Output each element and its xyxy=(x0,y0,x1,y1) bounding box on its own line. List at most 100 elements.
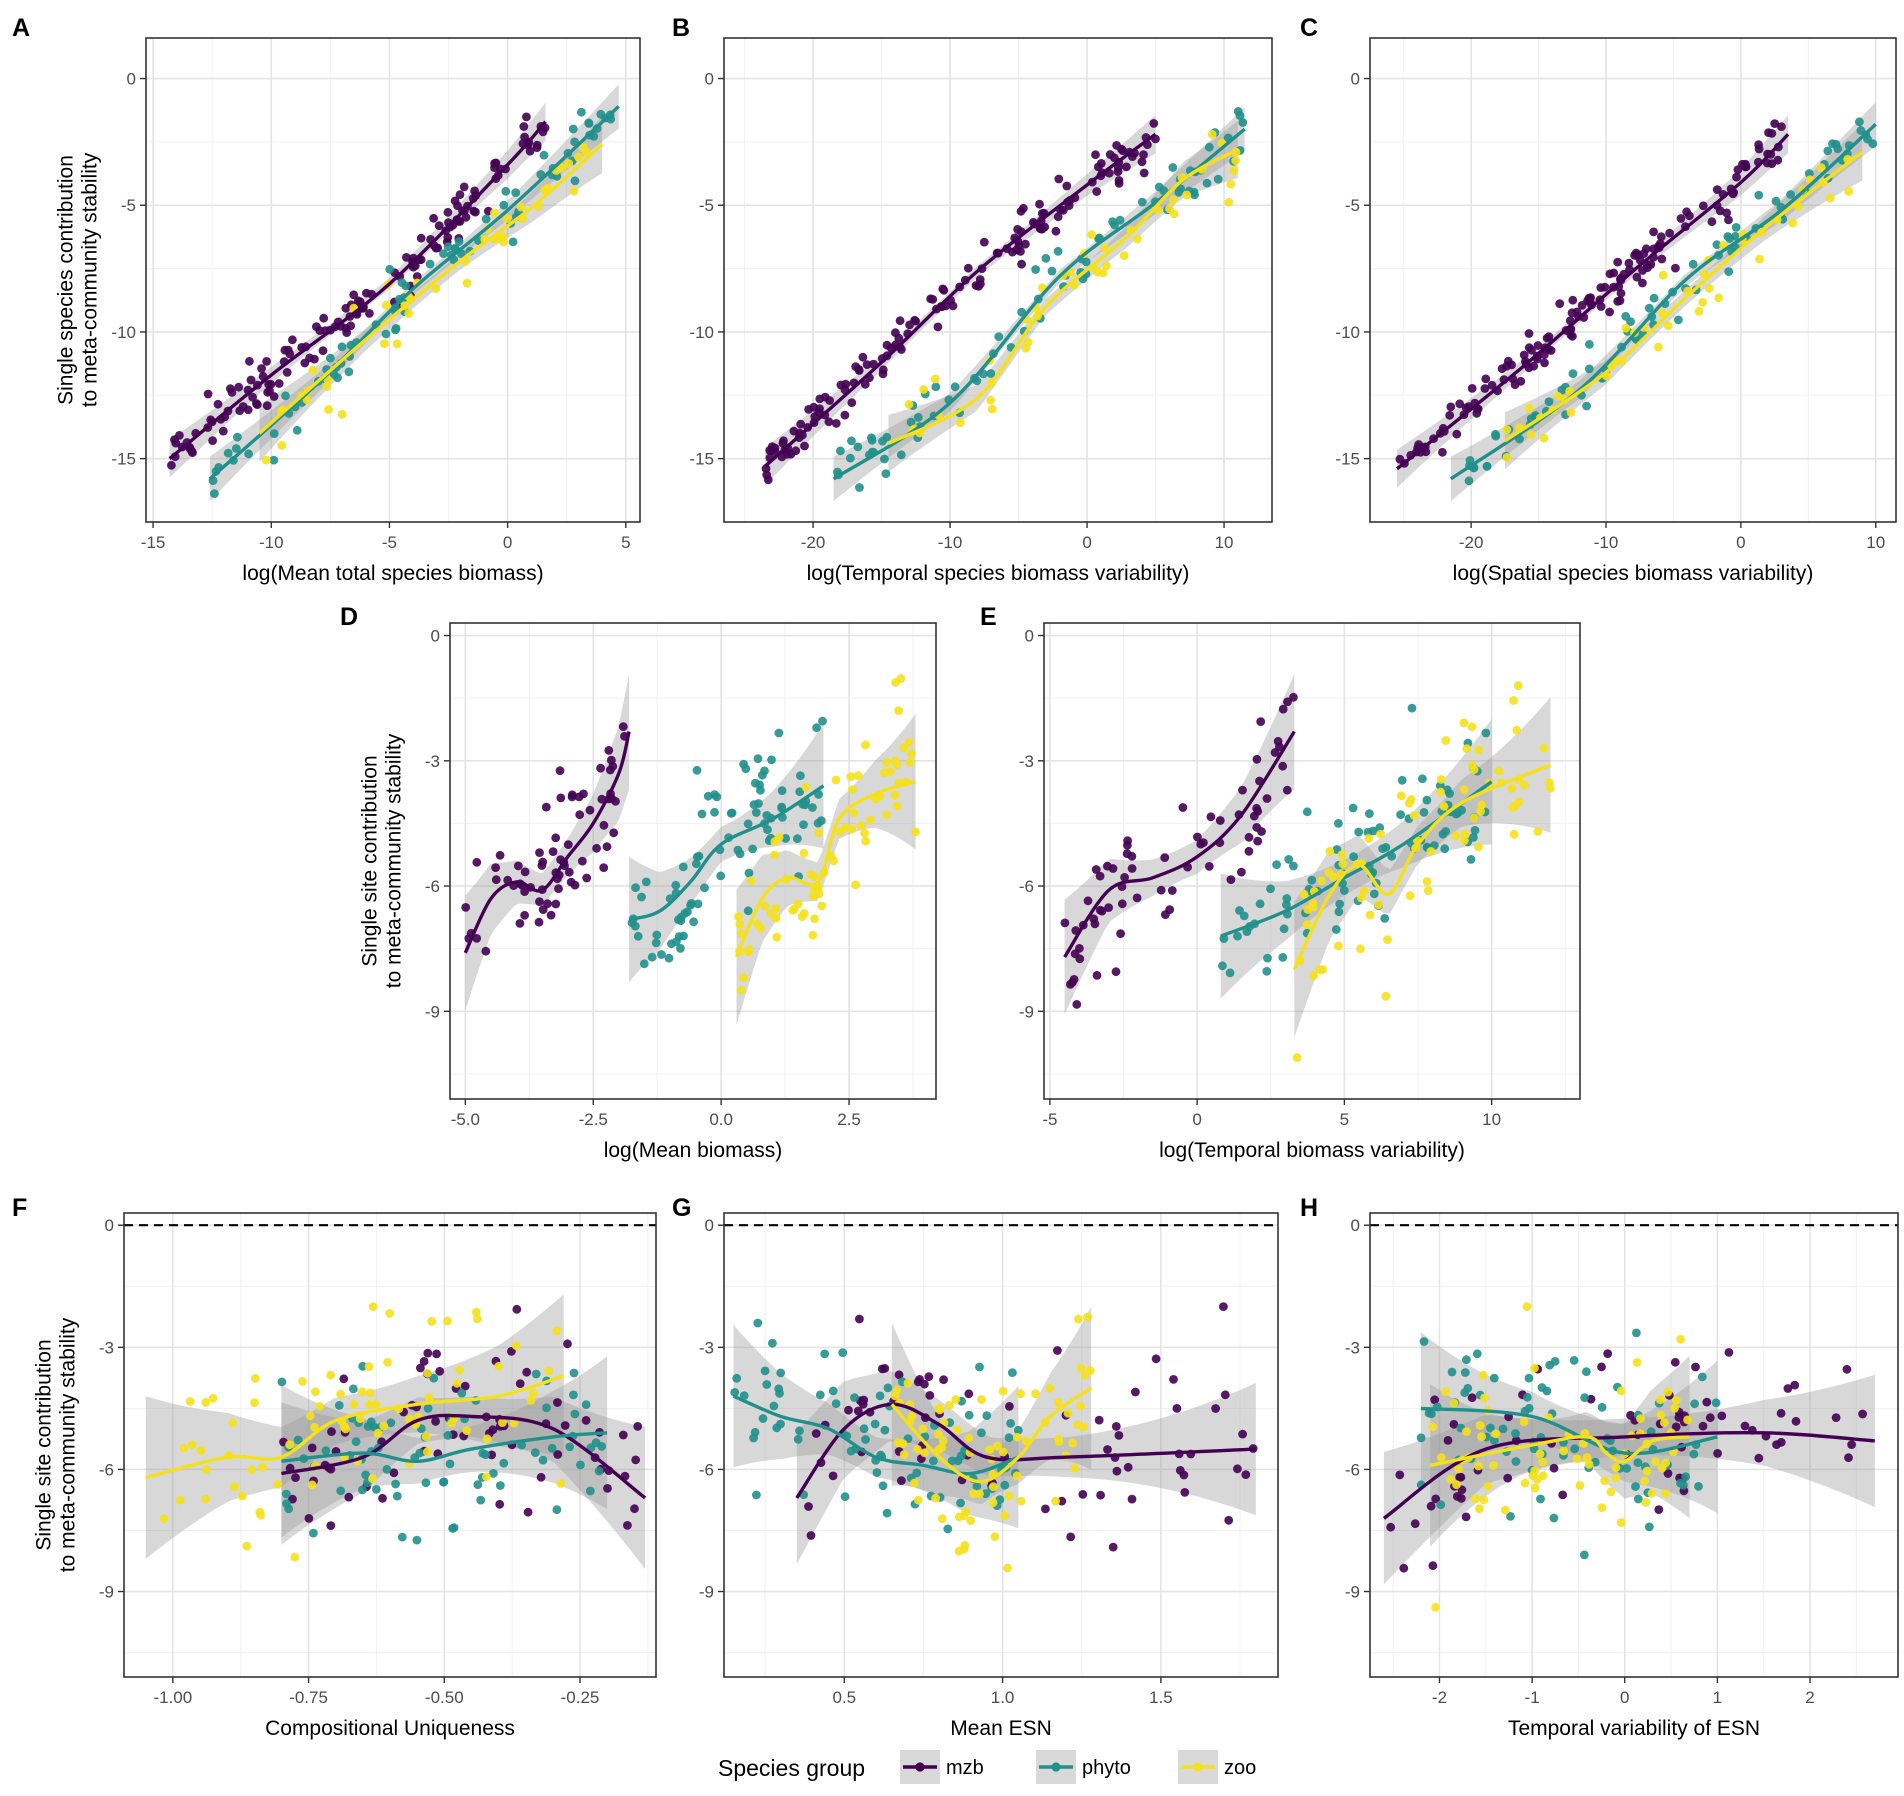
data-point-zoo xyxy=(1406,795,1416,804)
data-point-zoo xyxy=(1670,1404,1679,1413)
data-point-mzb xyxy=(1741,162,1750,172)
data-point-zoo xyxy=(736,985,746,995)
data-point-zoo xyxy=(1479,1495,1489,1505)
data-point-zoo xyxy=(960,1541,970,1550)
data-point-zoo xyxy=(1657,308,1667,318)
y-tick-label: -9 xyxy=(99,1583,114,1602)
data-point-mzb xyxy=(1278,761,1288,771)
data-point-mzb xyxy=(1682,207,1691,217)
data-point-zoo xyxy=(1083,1312,1092,1322)
panel-label: D xyxy=(340,603,358,631)
data-point-phyto xyxy=(1694,1482,1703,1491)
data-point-zoo xyxy=(557,163,567,173)
data-point-zoo xyxy=(1566,408,1576,417)
data-point-zoo xyxy=(1656,1410,1666,1420)
data-point-phyto xyxy=(754,799,763,808)
data-point-phyto xyxy=(361,1470,370,1480)
data-point-zoo xyxy=(985,1445,995,1454)
data-point-zoo xyxy=(443,1316,452,1326)
data-point-mzb xyxy=(1169,1375,1178,1384)
data-point-phyto xyxy=(1585,340,1594,349)
data-point-phyto xyxy=(795,1426,804,1436)
data-point-phyto xyxy=(597,1442,607,1451)
data-point-zoo xyxy=(1224,197,1234,207)
data-point-phyto xyxy=(870,1419,880,1429)
x-axis-title: log(Spatial species biomass variability) xyxy=(1453,562,1814,585)
fit-line-mzb xyxy=(281,1413,647,1500)
data-point-zoo xyxy=(308,365,318,375)
data-point-zoo xyxy=(885,767,895,777)
data-point-zoo xyxy=(310,1422,319,1432)
data-point-zoo xyxy=(1491,1429,1501,1439)
data-point-zoo xyxy=(1509,829,1519,839)
data-point-mzb xyxy=(1616,288,1626,298)
data-point-phyto xyxy=(800,800,810,810)
data-point-zoo xyxy=(1508,803,1518,812)
data-point-mzb xyxy=(1078,1490,1088,1499)
data-point-phyto xyxy=(1445,789,1454,798)
data-point-phyto xyxy=(292,425,302,435)
data-point-mzb xyxy=(443,207,453,217)
data-point-phyto xyxy=(1644,1522,1654,1532)
x-tick-label: 1 xyxy=(1713,1688,1722,1707)
data-point-zoo xyxy=(349,1400,359,1409)
data-point-mzb xyxy=(339,1374,349,1384)
data-point-phyto xyxy=(1419,808,1429,817)
data-point-phyto xyxy=(1422,795,1432,805)
y-tick-label: -5 xyxy=(699,196,714,215)
data-point-phyto xyxy=(1407,703,1417,713)
data-point-mzb xyxy=(878,369,888,379)
gridlines xyxy=(724,38,1272,523)
data-point-zoo xyxy=(1530,1483,1540,1493)
data-point-zoo xyxy=(1467,761,1477,770)
data-point-mzb xyxy=(891,328,900,338)
data-point-zoo xyxy=(1816,163,1826,173)
data-point-zoo xyxy=(357,1387,367,1397)
data-point-phyto xyxy=(671,880,681,890)
data-point-zoo xyxy=(1441,1387,1450,1396)
data-point-phyto xyxy=(651,938,661,948)
axes: 0.5 1.0 1.5 0 -3 -6 -9 xyxy=(699,1216,1173,1707)
data-point-zoo xyxy=(1546,783,1555,793)
data-point-zoo xyxy=(298,1377,307,1386)
axes: -15 -10 -5 0 5 0 -5 -10 -15 xyxy=(111,70,630,552)
data-point-zoo xyxy=(910,1478,919,1488)
data-point-mzb xyxy=(603,1484,612,1493)
y-tick-label: 0 xyxy=(705,70,714,89)
data-point-zoo xyxy=(494,1361,503,1371)
data-point-phyto xyxy=(577,107,586,117)
data-point-phyto xyxy=(439,1477,449,1487)
data-point-phyto xyxy=(693,899,703,909)
data-point-phyto xyxy=(415,1448,425,1458)
data-point-mzb xyxy=(1060,918,1070,928)
data-point-phyto xyxy=(1168,163,1178,172)
data-point-mzb xyxy=(1151,1354,1161,1364)
data-point-mzb xyxy=(234,382,244,392)
panel-border xyxy=(723,37,1273,523)
data-point-mzb xyxy=(924,1372,934,1382)
data-point-zoo xyxy=(1636,1414,1645,1423)
data-point-phyto xyxy=(882,432,892,442)
data-point-phyto xyxy=(570,176,580,186)
data-point-phyto xyxy=(1441,827,1451,836)
data-point-phyto xyxy=(943,1524,953,1534)
data-point-mzb xyxy=(167,460,176,470)
data-point-phyto xyxy=(641,877,651,887)
data-point-phyto xyxy=(1557,385,1567,395)
data-point-phyto xyxy=(652,930,662,940)
legend-label: mzb xyxy=(946,1757,984,1779)
data-point-phyto xyxy=(760,1366,770,1376)
y-tick-label: 0 xyxy=(1025,627,1034,646)
points-mzb xyxy=(279,1304,643,1530)
data-point-mzb xyxy=(262,357,271,366)
fit-line-mzb xyxy=(168,120,547,460)
data-point-mzb xyxy=(910,315,919,325)
x-tick-label: -0.75 xyxy=(289,1688,328,1707)
data-point-mzb xyxy=(1555,299,1565,308)
data-point-zoo xyxy=(801,782,811,792)
points-mzb xyxy=(761,119,1160,485)
data-point-zoo xyxy=(856,821,866,830)
data-point-mzb xyxy=(1139,168,1149,178)
data-point-zoo xyxy=(904,400,914,409)
fit-line-mzb xyxy=(1395,133,1790,471)
